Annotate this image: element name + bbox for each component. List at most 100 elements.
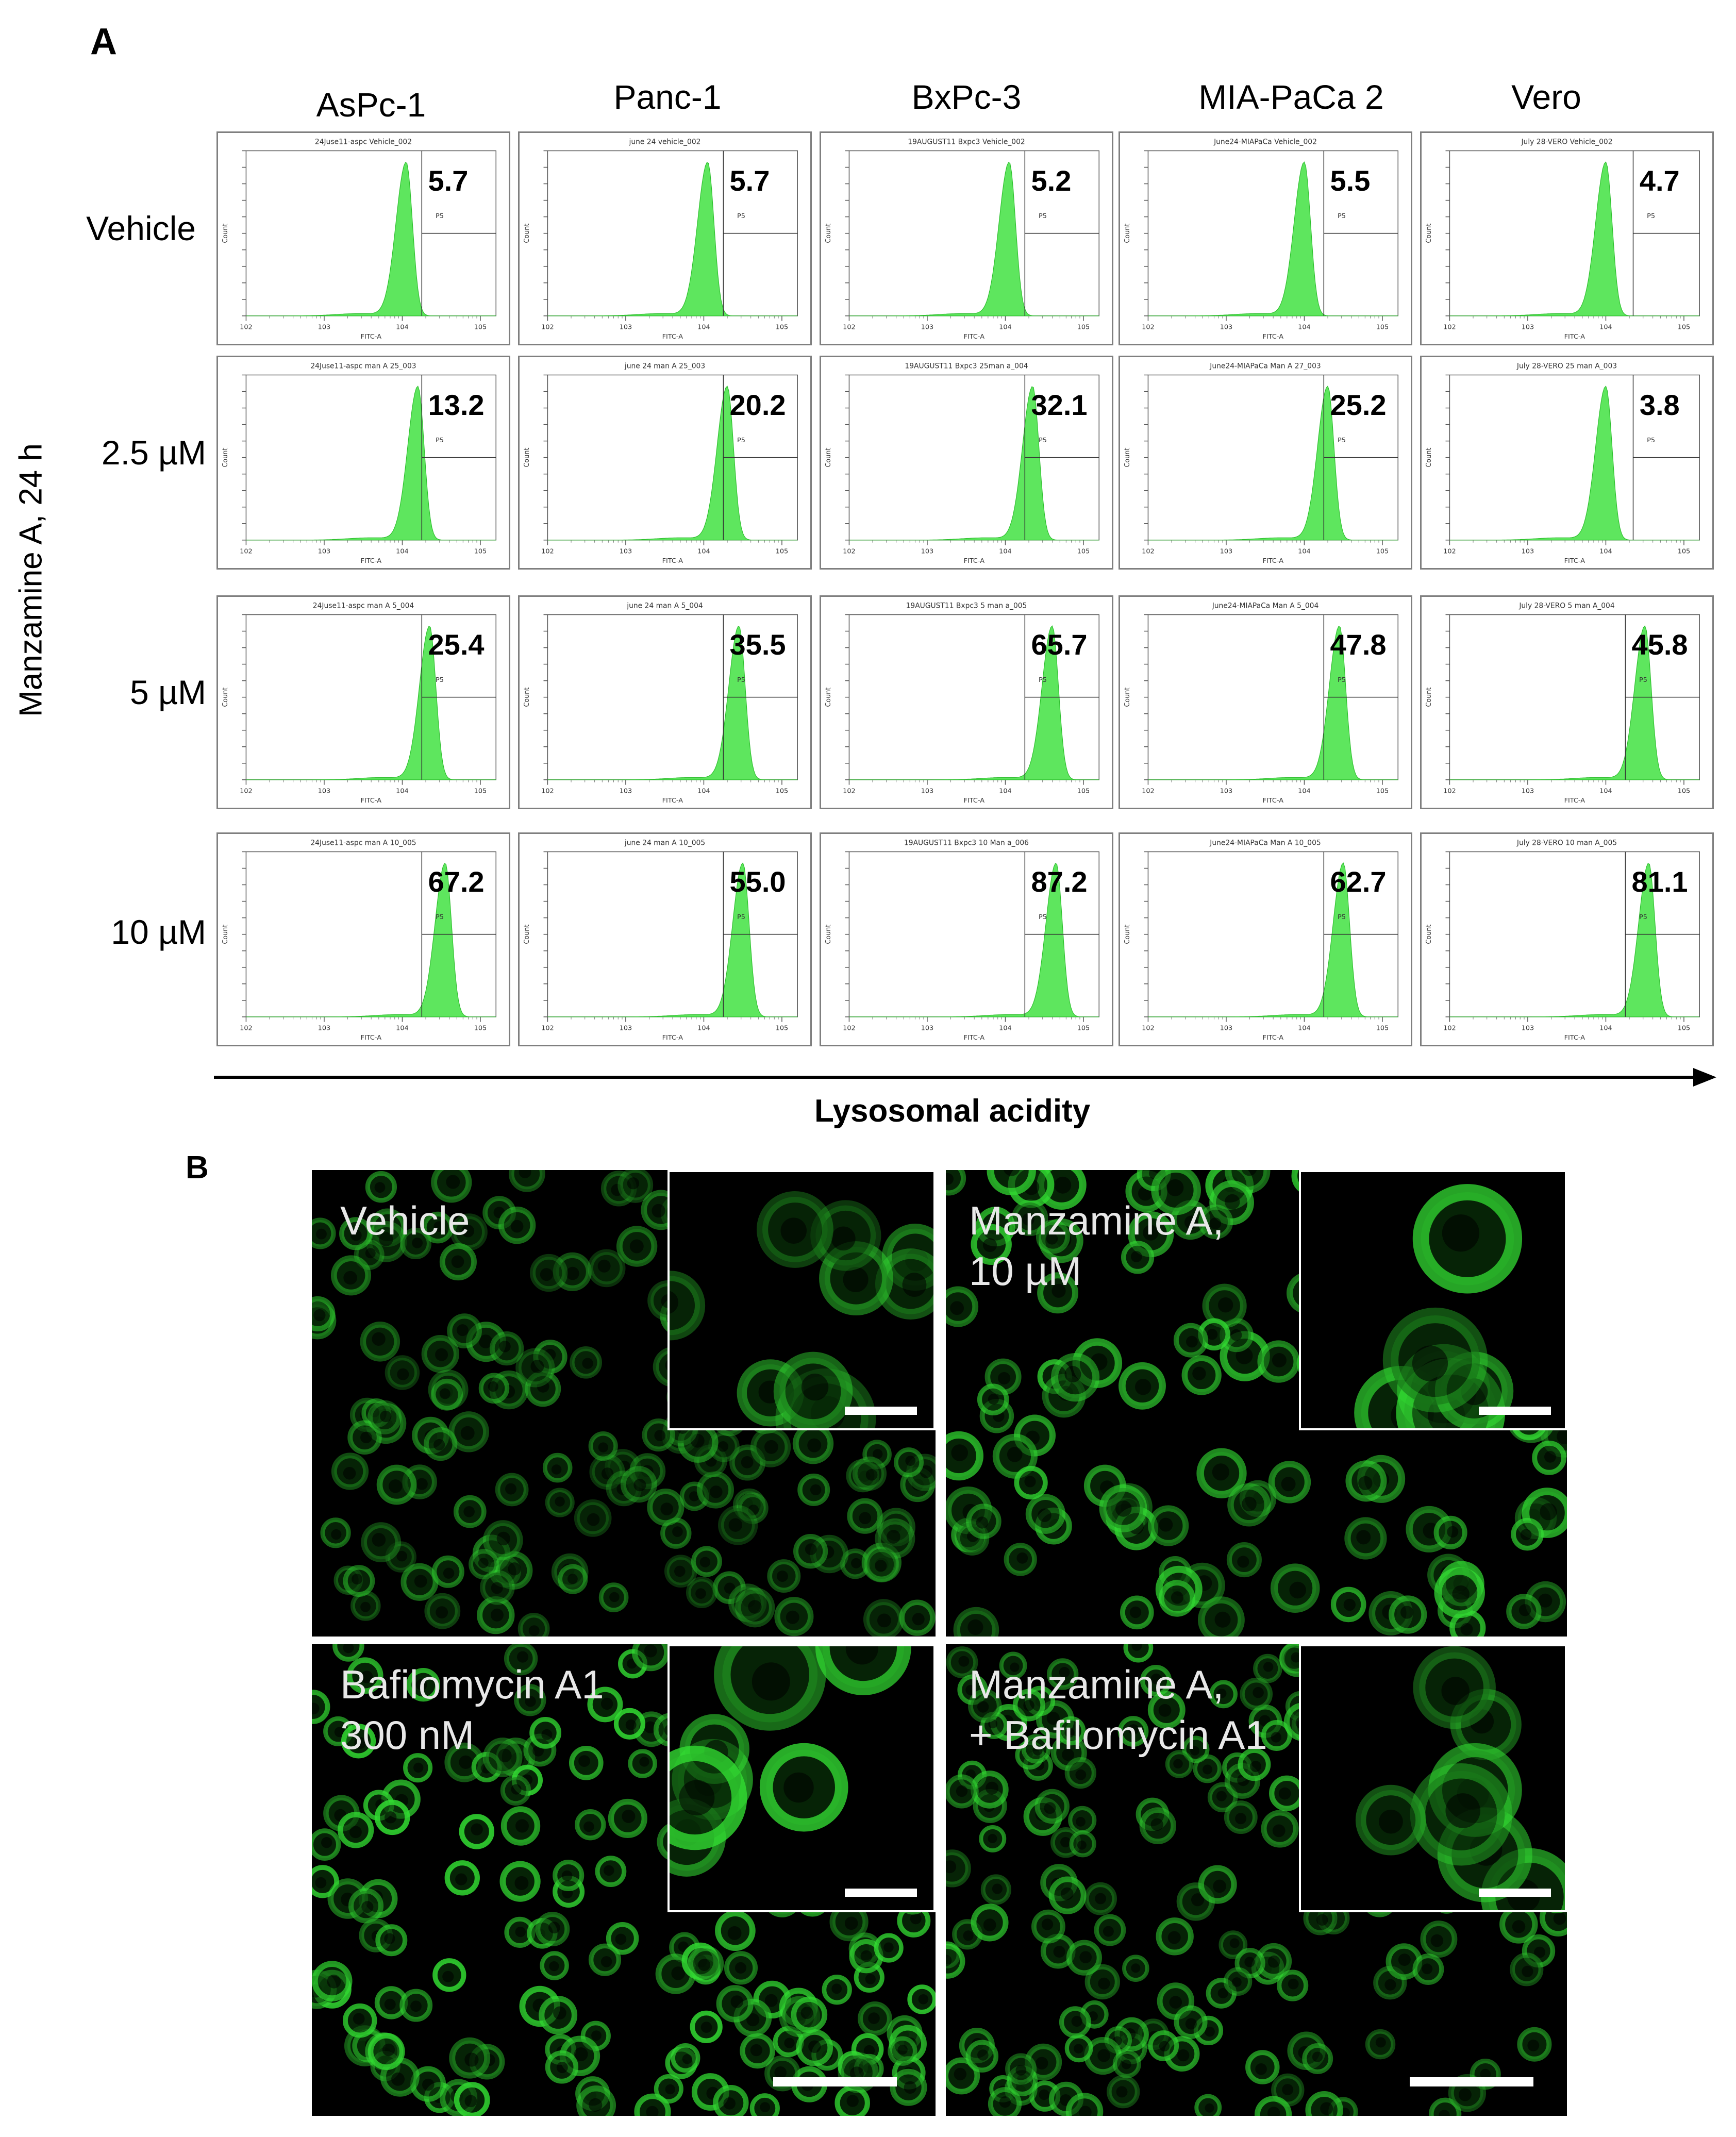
x-tick-label: 104 xyxy=(1599,547,1612,555)
x-tick-label: 105 xyxy=(474,323,487,331)
micrograph-label: Bafilomycin A1 300 nM xyxy=(340,1662,604,1758)
cell-nucleus xyxy=(505,1483,516,1495)
x-tick-label: 105 xyxy=(1077,547,1090,555)
zoom-inset xyxy=(1299,1644,1567,1912)
cell-nucleus xyxy=(665,2084,675,2095)
histogram-plot: 19AUGUST11 Bxpc3 10 Man a_006 102 103 104 10… xyxy=(825,839,1100,1042)
cell-nucleus xyxy=(1291,1652,1301,1663)
histogram-cell: 19AUGUST11 Bxpc3 Vehicle_002 102 103 104 105… xyxy=(820,131,1113,345)
cell-nucleus xyxy=(1281,1477,1296,1492)
gate-percentage: 32.1 xyxy=(1031,389,1088,421)
gate-label: P5 xyxy=(1338,676,1346,684)
cell-nucleus xyxy=(413,1762,424,1773)
cell-nucleus xyxy=(389,1479,403,1493)
gate-label: P5 xyxy=(1639,913,1647,921)
x-tick-label: 102 xyxy=(1443,323,1456,331)
cell-nucleus xyxy=(591,2030,602,2041)
cell-nucleus xyxy=(752,1662,790,1701)
cell-nucleus xyxy=(1400,1606,1414,1619)
cell-nucleus xyxy=(1207,1329,1218,1340)
x-tick-label: 103 xyxy=(1522,547,1534,555)
x-tick-label: 105 xyxy=(776,1024,789,1032)
cell-nucleus xyxy=(1253,1687,1264,1698)
histogram-area xyxy=(1148,862,1398,1017)
histogram-plot: 24Juse11-aspc man A 25_003 102 103 104 105 Co… xyxy=(222,362,497,565)
y-axis-label: Count xyxy=(523,224,531,243)
cell-nucleus xyxy=(463,1506,475,1517)
cell-nucleus xyxy=(1343,1598,1356,1611)
cell-nucleus xyxy=(514,1876,529,1890)
y-axis-label: Count xyxy=(523,925,531,944)
cell-nucleus xyxy=(391,2072,405,2086)
gate-percentage: 5.2 xyxy=(1031,164,1072,197)
x-tick-label: 105 xyxy=(776,547,789,555)
gate-percentage: 25.4 xyxy=(428,628,485,661)
cell xyxy=(312,1690,330,1724)
x-tick-label: 104 xyxy=(697,323,710,331)
cell-nucleus xyxy=(1150,1673,1162,1684)
cell-nucleus xyxy=(764,1440,778,1454)
x-axis-label: FITC-A xyxy=(662,333,683,341)
cell-nucleus xyxy=(784,2038,795,2048)
cell-nucleus xyxy=(360,1671,373,1683)
row-label-2: 5 µM xyxy=(129,673,206,711)
cell-nucleus xyxy=(865,1974,876,1984)
x-tick-label: 104 xyxy=(1298,787,1311,795)
cell-nucleus xyxy=(845,1646,878,1665)
cell-nucleus xyxy=(741,1456,754,1468)
cell-nucleus xyxy=(1130,1251,1142,1262)
cell-nucleus xyxy=(1079,2106,1092,2116)
row-label-1: 2.5 µM xyxy=(101,433,206,472)
cell-nucleus xyxy=(1191,1893,1205,1907)
cell-nucleus xyxy=(567,1574,578,1584)
cell-nucleus xyxy=(1190,1746,1200,1756)
x-tick-label: 104 xyxy=(396,787,409,795)
cell-nucleus xyxy=(490,1608,504,1622)
cell-nucleus xyxy=(1230,1329,1242,1341)
gate-percentage: 4.7 xyxy=(1639,164,1680,197)
x-tick-label: 102 xyxy=(1142,323,1155,331)
histogram-area xyxy=(1148,626,1398,780)
cell-nucleus xyxy=(1075,1769,1087,1780)
zoom-inset xyxy=(1299,1170,1567,1430)
cell-nucleus xyxy=(1077,1840,1087,1850)
cell-nucleus xyxy=(946,1173,954,1185)
cell xyxy=(670,1271,706,1341)
x-tick-label: 105 xyxy=(1077,323,1090,331)
cell-nucleus xyxy=(951,1444,968,1461)
cell-nucleus xyxy=(379,1232,393,1246)
zoom-inset xyxy=(667,1170,936,1430)
histogram-header: 19AUGUST11 Bxpc3 Vehicle_002 xyxy=(908,138,1025,146)
cell-nucleus xyxy=(499,1341,511,1353)
cell-nucleus xyxy=(627,1177,640,1190)
cell-nucleus xyxy=(597,1259,611,1273)
cell-nucleus xyxy=(1095,1893,1106,1905)
cell-nucleus xyxy=(977,1701,989,1713)
gate-label: P5 xyxy=(1338,913,1346,921)
histogram-header: june 24 man A 10_005 xyxy=(624,839,705,847)
cell-nucleus xyxy=(478,1558,489,1568)
y-axis-label: Count xyxy=(825,224,832,243)
cell-nucleus xyxy=(988,1394,999,1405)
cell-nucleus xyxy=(1166,1179,1184,1196)
histogram-cell: 24Juse11-aspc man A 5_004 102 103 104 105 Cou… xyxy=(216,595,510,809)
cell-nucleus xyxy=(998,1372,1011,1385)
x-tick-label: 104 xyxy=(1599,1024,1612,1032)
cell-nucleus xyxy=(1356,1530,1371,1545)
histogram-area xyxy=(1449,386,1700,541)
cell-nucleus xyxy=(384,1998,396,2010)
histogram-area xyxy=(246,162,496,316)
cell-nucleus xyxy=(700,2022,712,2033)
x-tick-label: 105 xyxy=(776,323,789,331)
cell-nucleus xyxy=(1447,1526,1459,1538)
cell-nucleus xyxy=(1439,2110,1450,2116)
cell-nucleus xyxy=(609,1592,620,1602)
cell-nucleus xyxy=(1046,1712,1060,1725)
row-label-0: Vehicle xyxy=(86,209,196,247)
x-tick-label: 102 xyxy=(1443,787,1456,795)
cell-nucleus xyxy=(1460,1623,1473,1635)
cell-nucleus xyxy=(1103,1926,1114,1937)
cell-nucleus xyxy=(910,1913,922,1925)
y-axis-label: Count xyxy=(523,448,531,468)
histogram-area xyxy=(1148,386,1398,541)
